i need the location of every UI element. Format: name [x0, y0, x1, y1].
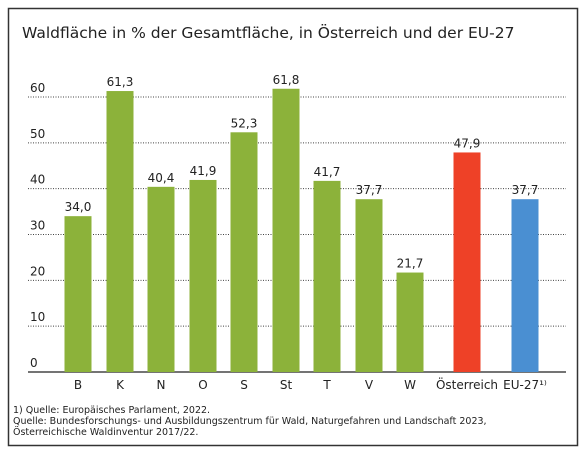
value-label: 37,7: [512, 183, 539, 197]
y-tick-label: 10: [30, 310, 45, 324]
footnote: 1) Quelle: Europäisches Parlament, 2022.: [13, 405, 210, 416]
value-label: 37,7: [356, 183, 383, 197]
chart-title: Waldfläche in % der Gesamtfläche, in Öst…: [22, 23, 514, 42]
value-label: 21,7: [397, 257, 424, 271]
bar: [355, 199, 383, 372]
value-label: 52,3: [231, 116, 258, 130]
x-tick-label: B: [74, 378, 82, 392]
y-tick-label: 0: [30, 356, 38, 370]
bar: [147, 186, 175, 372]
x-tick-label: St: [280, 378, 293, 392]
bar: [511, 199, 539, 372]
y-tick-label: 60: [30, 81, 45, 95]
value-label: 34,0: [65, 200, 92, 214]
y-tick-label: 40: [30, 173, 45, 187]
bar: [453, 152, 481, 372]
y-tick-label: 50: [30, 127, 45, 141]
bar: [189, 179, 217, 372]
x-tick-label: K: [116, 378, 125, 392]
bar: [106, 91, 134, 373]
footnote: Österreichische Waldinventur 2017/22.: [13, 427, 198, 438]
value-label: 41,7: [314, 165, 341, 179]
footnote: Quelle: Bundesforschungs- und Ausbildung…: [13, 416, 487, 427]
x-tick-label: T: [322, 378, 331, 392]
x-tick-label: V: [365, 378, 374, 392]
bar: [396, 272, 424, 372]
x-tick-label: EU-27¹⁾: [503, 378, 547, 392]
y-tick-label: 20: [30, 264, 45, 278]
value-label: 40,4: [148, 171, 175, 185]
bar: [230, 132, 258, 372]
value-label: 61,8: [273, 73, 300, 87]
x-tick-label: O: [198, 378, 207, 392]
value-label: 41,9: [190, 164, 217, 178]
y-tick-label: 30: [30, 219, 45, 233]
value-label: 61,3: [107, 75, 134, 89]
x-tick-label: Österreich: [436, 376, 498, 392]
x-tick-label: N: [157, 378, 166, 392]
value-label: 47,9: [454, 136, 481, 150]
bar: [313, 180, 341, 372]
bar: [64, 216, 92, 372]
x-tick-label: S: [240, 378, 248, 392]
bar: [272, 88, 300, 372]
x-tick-label: W: [404, 378, 416, 392]
frame: [7, 7, 579, 447]
